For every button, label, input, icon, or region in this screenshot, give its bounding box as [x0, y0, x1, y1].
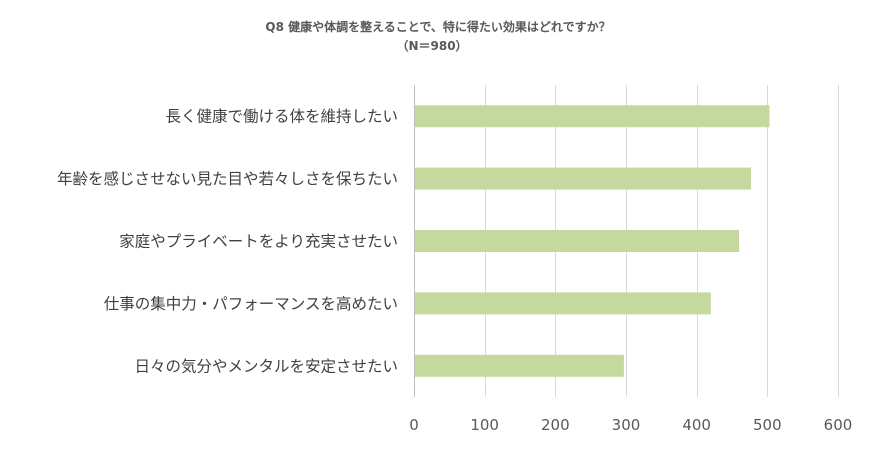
x-tick-label: 100	[470, 416, 499, 434]
bar	[415, 292, 711, 315]
bar	[415, 354, 624, 377]
category-label: 日々の気分やメンタルを安定させたい	[134, 357, 398, 375]
category-label: 仕事の集中力・パフォーマンスを高めたい	[104, 295, 398, 313]
x-axis-tick-labels: 0 100 200 300 400 500 600	[409, 416, 852, 434]
bars	[415, 105, 770, 377]
x-tick-label: 600	[824, 416, 853, 434]
category-label: 年齢を感じさせない見た目や若々しさを保ちたい	[57, 170, 398, 188]
x-tick-label: 500	[753, 416, 782, 434]
chart-title: Q8 健康や体調を整えることで、特に得たい効果はどれですか？	[265, 19, 610, 34]
bar	[415, 167, 752, 190]
category-labels: 長く健康で働ける体を維持したい年齢を感じさせない見た目や若々しさを保ちたい家庭や…	[57, 108, 398, 376]
bar	[415, 105, 770, 128]
chart-subtitle: （N＝980）	[396, 38, 467, 53]
category-label: 家庭やプライベートをより充実させたい	[119, 233, 398, 251]
category-label: 長く健康で働ける体を維持したい	[165, 108, 398, 126]
x-tick-label: 0	[409, 416, 419, 434]
bar	[415, 230, 740, 252]
x-tick-label: 300	[612, 416, 641, 434]
x-tick-label: 200	[541, 416, 570, 434]
x-tick-label: 400	[682, 416, 711, 434]
